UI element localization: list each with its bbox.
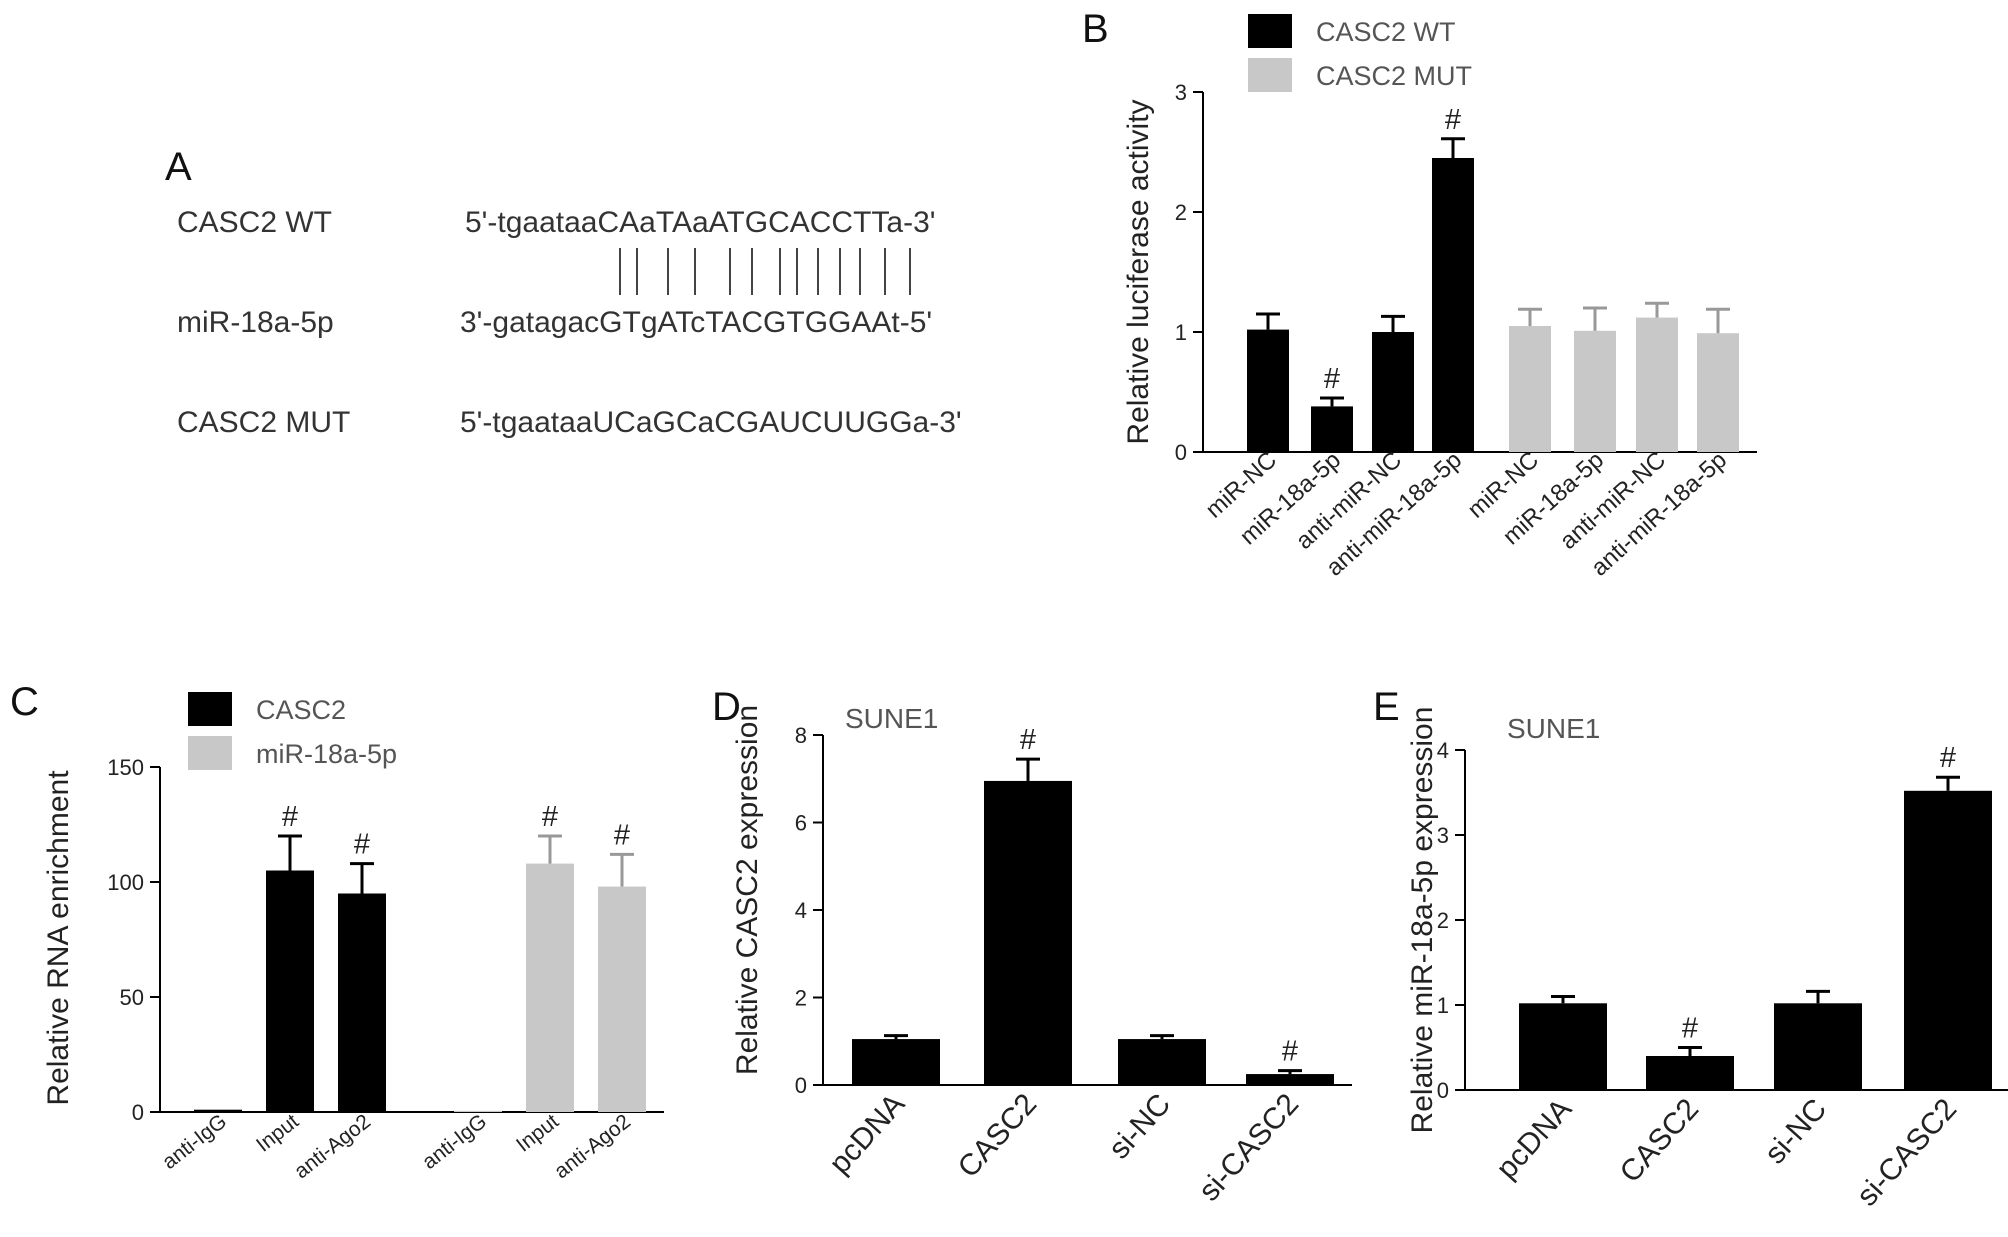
y-tick-label: 3 (1175, 80, 1187, 105)
bar (1509, 326, 1551, 452)
significance-marker: # (1282, 1036, 1298, 1068)
y-tick-label: 6 (795, 811, 807, 836)
sequence-mir: 3'-gatagacGTgATcTACGTGGAAt-5' (460, 306, 932, 339)
bar (1247, 329, 1289, 452)
bar (1372, 332, 1414, 452)
legend-label: miR-18a-5p (256, 739, 397, 769)
row-label-mir: miR-18a-5p (177, 306, 334, 339)
y-tick-label: 150 (107, 755, 144, 780)
significance-marker: # (1682, 1013, 1698, 1045)
legend-swatch (188, 692, 232, 726)
category-label: Input (252, 1110, 303, 1157)
bar (1574, 330, 1616, 452)
category-label: anti-Ago2 (290, 1110, 375, 1183)
y-axis-label: Relative CASC2 expression (731, 705, 764, 1075)
legend-label: CASC2 MUT (1316, 61, 1472, 91)
bar (1636, 317, 1678, 452)
bar (266, 870, 314, 1112)
significance-marker: # (1324, 363, 1340, 395)
sequence-mut: 5'-tgaataaUCaGCaCGAUCUUGGa-3' (460, 406, 962, 439)
category-label: si-NC (1102, 1088, 1177, 1166)
y-tick-label: 8 (795, 723, 807, 748)
significance-marker: # (614, 819, 630, 851)
legend-swatch (188, 736, 232, 770)
y-axis-label: Relative RNA enrichment (42, 770, 75, 1106)
panel-letter-b: B (1082, 7, 1109, 51)
y-tick-label: 0 (1175, 440, 1187, 465)
category-label: si-CASC2 (1193, 1088, 1306, 1208)
bar (454, 1110, 502, 1112)
y-tick-label: 1 (1437, 993, 1449, 1018)
bar (1311, 406, 1353, 452)
y-tick-label: 50 (120, 985, 144, 1010)
category-label: CASC2 (1614, 1093, 1705, 1189)
y-tick-label: 100 (107, 870, 144, 895)
significance-marker: # (354, 829, 370, 861)
chart-panel-b: B 0 1 2 3 Relative luciferase activity CASC2 W… (1082, 7, 1757, 582)
bar (1432, 158, 1474, 452)
significance-marker: # (542, 801, 558, 833)
chart-subtitle: SUNE1 (1507, 713, 1600, 744)
y-axis-label: Relative luciferase activity (1122, 99, 1155, 444)
bar (1697, 333, 1739, 452)
category-label: anti-IgG (418, 1110, 491, 1174)
chart-panel-c: C 0 50 100 150 Relative RNA enrichment CASC2 mi… (10, 680, 664, 1183)
base-pairing-lines (619, 248, 911, 295)
significance-marker: # (1020, 724, 1036, 756)
bar (852, 1039, 940, 1085)
category-label: pcDNA (823, 1088, 911, 1181)
bar (1774, 1003, 1862, 1090)
bar (1519, 1003, 1607, 1090)
bar (598, 886, 646, 1112)
y-axis-label: Relative miR-18a-5p expression (1406, 707, 1439, 1134)
category-label: pcDNA (1490, 1093, 1578, 1186)
category-label: Input (512, 1110, 563, 1157)
significance-marker: # (1445, 104, 1461, 136)
y-tick-label: 0 (795, 1073, 807, 1098)
bar (194, 1109, 242, 1112)
chart-panel-d: D SUNE1 0 2 4 6 8 Relative CASC2 expression pcDN… (712, 685, 1352, 1208)
category-label: anti-IgG (158, 1110, 231, 1174)
y-tick-label: 4 (1437, 738, 1449, 763)
y-tick-label: 2 (1437, 908, 1449, 933)
legend-swatch (1248, 14, 1292, 48)
panel-letter-d: D (712, 685, 741, 729)
category-label: CASC2 (952, 1088, 1043, 1184)
panel-letter-a: A (165, 145, 192, 189)
bar (1118, 1039, 1206, 1085)
category-label: si-CASC2 (1851, 1093, 1964, 1213)
legend-swatch (1248, 58, 1292, 92)
y-tick-label: 2 (1175, 200, 1187, 225)
legend-label: CASC2 WT (1316, 17, 1456, 47)
y-tick-label: 3 (1437, 823, 1449, 848)
y-tick-label: 0 (1437, 1078, 1449, 1103)
legend-label: CASC2 (256, 695, 346, 725)
category-label: anti-Ago2 (550, 1110, 635, 1183)
bar (984, 780, 1072, 1085)
bar (526, 863, 574, 1112)
category-label: si-NC (1758, 1093, 1833, 1171)
significance-marker: # (282, 801, 298, 833)
panel-a: A CASC2 WT 5'-tgaataaCAaTAaATGCACCTTa-3'… (165, 145, 962, 439)
y-tick-label: 1 (1175, 320, 1187, 345)
bar (1246, 1074, 1334, 1085)
y-tick-label: 2 (795, 986, 807, 1011)
sequence-wt: 5'-tgaataaCAaTAaATGCACCTTa-3' (465, 206, 936, 239)
significance-marker: # (1940, 742, 1956, 774)
y-tick-label: 0 (132, 1100, 144, 1125)
panel-letter-e: E (1373, 685, 1400, 729)
row-label-wt: CASC2 WT (177, 206, 332, 239)
bar (1904, 790, 1992, 1090)
y-tick-label: 4 (795, 898, 807, 923)
bar (1646, 1056, 1734, 1090)
panel-letter-c: C (10, 680, 39, 724)
row-label-mut: CASC2 MUT (177, 406, 350, 439)
bar (338, 893, 386, 1112)
chart-subtitle: SUNE1 (845, 703, 938, 734)
